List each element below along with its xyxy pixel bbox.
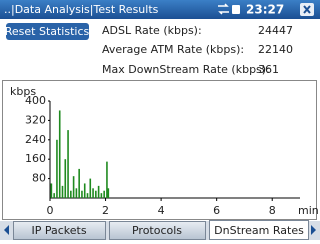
tab-label[interactable]: IP Packets [31,224,86,237]
stat-label: ADSL Rate (kbps): [102,24,202,37]
tab-selected[interactable]: DnStream Rates [209,220,309,240]
x-tick-label: 6 [213,204,220,217]
bar [81,190,83,198]
bar [92,188,94,198]
bar [67,130,69,198]
bar [83,183,86,198]
x-tick-label: 0 [47,204,54,217]
status-icons [218,3,240,15]
bar [70,190,72,198]
clock: 23:27 [246,3,284,17]
bar [56,139,58,198]
y-tick-label: 80 [32,172,46,185]
stat-label: Average ATM Rate (kbps): [102,43,244,56]
bar [72,176,75,198]
stat-label: Max DownStream Rate (kbps): [102,63,270,76]
y-axis-label: kbps [10,85,36,98]
y-tick-label: 400 [25,94,46,107]
tab-label[interactable]: DnStream Rates [214,224,304,237]
bar [89,178,92,198]
close-button[interactable] [300,3,314,16]
stat-value: 24447 [258,24,293,37]
bar [86,193,89,198]
y-tick-label: 320 [25,113,46,126]
bar [75,188,78,198]
y-tick-label: 240 [25,133,46,146]
scroll-left[interactable] [4,225,9,235]
tab-label[interactable]: Protocols [132,224,182,237]
bar [50,183,53,198]
bar [58,110,61,198]
scroll-right[interactable] [311,225,316,235]
reset-button[interactable]: Reset Statistics [5,23,90,40]
bar [78,168,80,198]
bar [95,190,97,198]
bar [107,188,110,198]
title: ..|Data Analysis|Test Results [4,3,159,16]
title-bar [0,0,320,19]
bar [53,193,55,198]
stat-value: 22140 [258,43,293,56]
bar [61,185,64,198]
x-tick-label: 2 [102,204,109,217]
bar [97,185,100,198]
y-tick-label: 160 [25,152,46,165]
x-tick-label: 4 [158,204,165,217]
tab[interactable]: Protocols [109,221,206,240]
stat-value: 361 [258,63,279,76]
x-axis-label: min [298,204,319,217]
x-tick-label: 8 [269,204,276,217]
bar [100,193,103,198]
reset-label[interactable]: Reset Statistics [5,25,90,38]
tab[interactable]: IP Packets [13,221,106,240]
bar [64,159,67,198]
bar [106,161,108,198]
bar [103,190,105,198]
